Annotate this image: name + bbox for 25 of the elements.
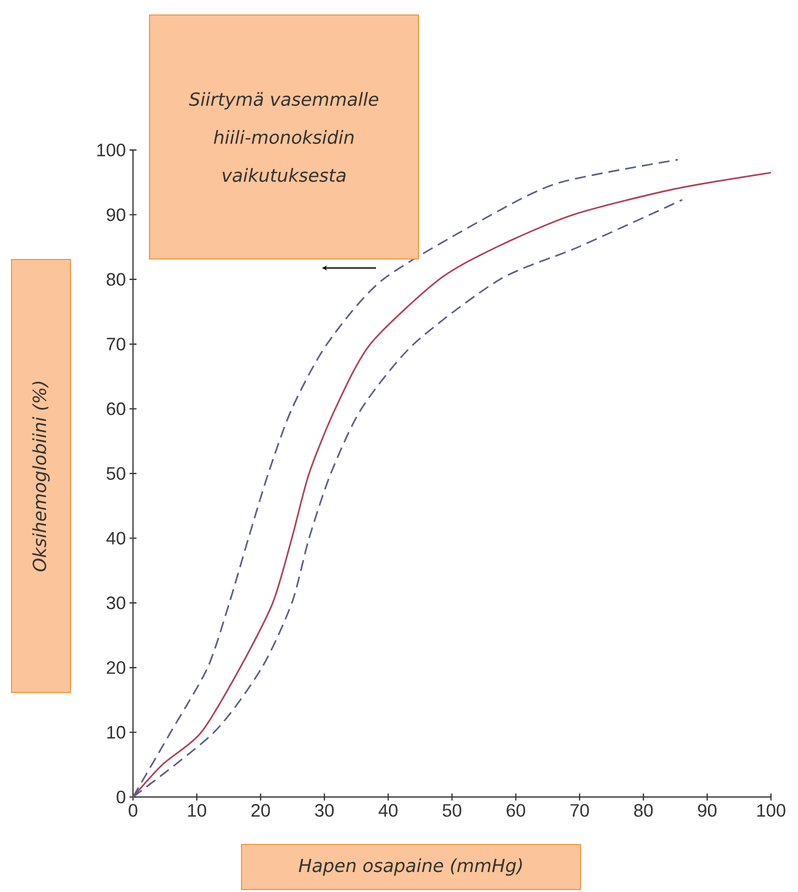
y-tick-label: 50 <box>106 467 126 480</box>
y-tick-label: 100 <box>97 144 126 156</box>
x-axis-title: Hapen osapaine (mmHg) <box>298 858 522 876</box>
y-tick-label: 40 <box>106 532 126 545</box>
y-tick-label: 0 <box>116 790 126 804</box>
x-tick-label: 80 <box>634 804 653 817</box>
x-tick-label: 50 <box>442 804 462 817</box>
x-tick-label: 70 <box>570 804 589 817</box>
y-tick-label: 30 <box>106 596 126 610</box>
x-tick-label: 40 <box>378 804 398 817</box>
x-tick-label: 0 <box>128 804 138 817</box>
y-tick-label: 90 <box>106 208 126 222</box>
y-tick-label: 20 <box>106 661 126 674</box>
y-axis-title: Oksihemoglobiini (%) <box>32 382 50 572</box>
x-tick-label: 20 <box>251 804 270 817</box>
x-tick-label: 90 <box>698 804 717 817</box>
y-tick-label: 80 <box>106 273 126 286</box>
x-tick-label: 60 <box>506 804 526 817</box>
text: Siirtymä vasemmalle hiili-monoksidin vaikutuksesta <box>189 92 378 182</box>
x-tick-label: 100 <box>757 804 786 817</box>
x-tick-label: 30 <box>315 804 334 817</box>
y-tick-label: 10 <box>107 726 126 739</box>
y-tick-label: 60 <box>106 402 126 416</box>
y-tick-label: 70 <box>106 338 126 350</box>
x-tick-label: 10 <box>188 804 206 817</box>
